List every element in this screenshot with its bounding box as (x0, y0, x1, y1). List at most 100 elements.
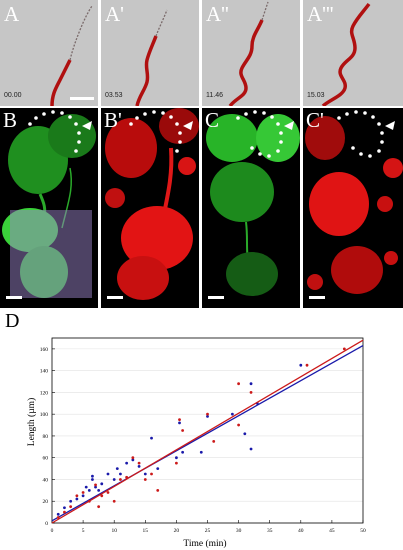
data-point-2 (212, 439, 216, 443)
panel-a-triple-prime: A''' 15.03 (303, 0, 403, 106)
y-tick-label: 40 (43, 477, 49, 483)
data-point-1 (199, 450, 203, 454)
panel-c: C (202, 108, 300, 308)
y-axis-label: Length (µm) (26, 398, 37, 446)
timestamp-a-triple-prime: 15.03 (307, 92, 325, 99)
data-point-1 (100, 482, 104, 486)
data-point-1 (299, 363, 303, 367)
panel-label-a-prime: A' (105, 2, 124, 26)
panel-a: A 00.00 (0, 0, 98, 106)
data-point-1 (175, 456, 178, 460)
timestamp-a-prime: 03.53 (105, 92, 123, 99)
data-point-2 (97, 505, 101, 509)
panel-label-b-prime: B' (104, 108, 122, 132)
data-point-2 (125, 475, 129, 479)
track-image-a-triple-prime (321, 2, 371, 106)
panel-label-a-triple-prime: A''' (307, 2, 334, 26)
data-point-2 (237, 423, 241, 427)
data-point-1 (181, 450, 185, 454)
timestamp-a-double-prime: 11.46 (206, 92, 223, 99)
data-point-1 (243, 432, 247, 436)
fluorescence-image-b (2, 110, 96, 299)
y-tick-label: 160 (40, 347, 49, 353)
x-tick-label: 15 (143, 528, 149, 534)
data-point-1 (137, 465, 141, 468)
panel-b: B (0, 108, 98, 308)
data-point-1 (230, 412, 234, 416)
scale-bar (70, 97, 94, 100)
x-tick-label: 50 (360, 528, 366, 534)
data-point-2 (100, 494, 104, 498)
data-point-2 (237, 382, 241, 386)
data-point-1 (56, 512, 60, 516)
data-point-1 (75, 497, 79, 501)
y-tick-label: 60 (43, 456, 49, 462)
data-point-2 (137, 461, 141, 465)
fluorescence-image-b-prime (105, 108, 199, 300)
panel-a-double-prime: A'' 11.46 (202, 0, 300, 106)
panel-b-prime: B' (101, 108, 199, 308)
y-tick-label: 120 (40, 390, 49, 396)
data-point-1 (131, 458, 135, 462)
data-point-1 (206, 414, 209, 418)
data-point-2 (87, 499, 91, 503)
y-tick-label: 140 (40, 369, 49, 375)
data-point-2 (112, 499, 116, 503)
panel-label-c-prime: C' (306, 108, 324, 132)
data-point-2 (81, 491, 85, 494)
x-tick-label: 10 (111, 528, 117, 534)
x-tick-label: 5 (82, 528, 85, 534)
data-point-2 (206, 412, 209, 416)
data-point-2 (305, 363, 309, 367)
data-point-1 (143, 472, 147, 476)
panel-c-prime: C' (303, 108, 403, 308)
data-point-1 (94, 485, 97, 489)
data-point-2 (249, 391, 253, 394)
x-tick-label: 40 (298, 528, 304, 534)
data-point-2 (75, 494, 79, 498)
data-point-2 (143, 478, 147, 481)
data-point-1 (178, 421, 181, 425)
data-point-2 (342, 347, 346, 351)
data-point-2 (150, 472, 153, 476)
data-point-2 (94, 483, 97, 487)
data-point-2 (119, 478, 122, 481)
x-tick-label: 45 (329, 528, 335, 534)
track-image-a (50, 5, 93, 106)
data-point-1 (156, 467, 160, 470)
data-point-1 (91, 478, 94, 481)
x-tick-label: 0 (51, 528, 54, 534)
track-image-a-double-prime (228, 1, 269, 106)
x-tick-label: 30 (236, 528, 242, 534)
panel-label-a: A (4, 2, 20, 26)
data-point-1 (106, 472, 110, 476)
timestamp-a: 00.00 (4, 92, 22, 99)
data-point-1 (125, 461, 129, 465)
data-point-2 (156, 488, 160, 492)
fit-line-1 (51, 345, 364, 522)
fluorescence-image-c (206, 110, 300, 299)
panel-a-prime: A' 03.53 (101, 0, 199, 106)
data-point-2 (181, 429, 185, 432)
panel-d: D 0 20 40 60 80 100 120 140 160 0 5 10 15 20 25 30 35 40 4… (0, 310, 403, 550)
data-point-2 (56, 516, 60, 519)
data-point-1 (119, 472, 122, 476)
x-tick-label: 35 (267, 528, 273, 534)
panel-label-d: D (5, 310, 20, 332)
x-axis-label: Time (min) (183, 538, 226, 549)
data-point-1 (69, 499, 73, 503)
data-point-1 (112, 478, 116, 481)
x-tick-label: 25 (205, 528, 211, 534)
y-tick-label: 100 (40, 412, 49, 418)
data-point-2 (175, 461, 178, 465)
data-point-1 (87, 488, 91, 492)
data-point-2 (63, 510, 66, 514)
track-image-a-prime (135, 9, 168, 106)
data-point-1 (63, 506, 66, 510)
data-point-1 (97, 488, 101, 492)
data-point-2 (106, 491, 110, 494)
panel-label-c: C (205, 108, 220, 132)
data-point-2 (131, 456, 135, 460)
data-point-1 (91, 474, 94, 478)
x-tick-label: 20 (174, 528, 180, 534)
